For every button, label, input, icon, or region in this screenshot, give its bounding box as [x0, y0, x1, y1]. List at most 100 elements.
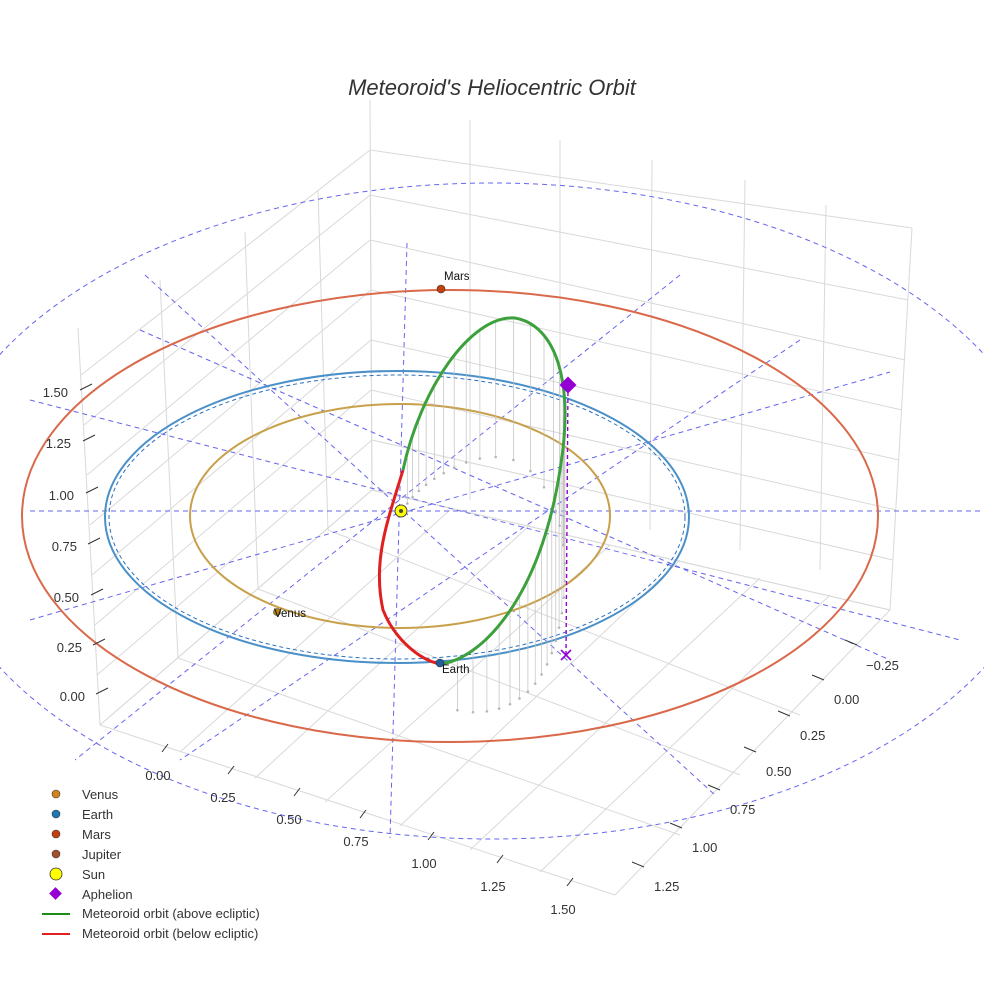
projection-point [558, 524, 561, 528]
x-axis: 0.00 0.25 0.50 0.75 1.00 1.25 1.50 [145, 743, 576, 917]
grid-line [739, 179, 746, 551]
y-tick-label: 1.25 [654, 879, 679, 894]
x-tick-mark [227, 765, 235, 775]
projection-point [526, 690, 530, 693]
projection-lines [405, 317, 567, 714]
venus-marker [273, 608, 281, 616]
z-tick-label: 0.50 [54, 590, 79, 605]
ecliptic-reference-lines [29, 242, 984, 839]
legend-mars-symbol [51, 829, 61, 839]
z-axis: 1.50 1.25 1.00 0.75 0.50 0.25 0.00 [43, 383, 109, 704]
legend-venus-symbol [51, 789, 61, 799]
grid-line [94, 389, 372, 626]
reference-line [29, 399, 961, 641]
reference-line [139, 329, 891, 661]
grid-line [99, 724, 616, 896]
grid-line [179, 509, 451, 753]
legend-aphelion-symbol [49, 887, 62, 900]
legend-item-mars[interactable]: Mars [51, 827, 111, 842]
earth-orbit [104, 370, 690, 664]
legend-item-sun[interactable]: Sun [49, 867, 105, 882]
legend-item-earth[interactable]: Earth [51, 807, 113, 822]
projection-point [518, 697, 521, 700]
x-tick-mark [566, 877, 574, 887]
y-tick-label: −0.25 [866, 658, 899, 673]
z-tick-mark [82, 434, 96, 442]
projection-point [545, 663, 549, 666]
x-tick-mark [496, 854, 504, 864]
x-tick-mark [293, 787, 301, 797]
legend-item-venus[interactable]: Venus [51, 787, 119, 802]
meteoroid-orbit-above [401, 316, 567, 666]
grid-line [327, 529, 801, 716]
mars-label: Mars [444, 271, 470, 283]
reference-line [144, 274, 716, 796]
legend-item-aphelion[interactable]: Aphelion [49, 887, 133, 902]
z-tick-label: 1.25 [46, 436, 71, 451]
z-tick-label: 1.50 [43, 385, 68, 400]
earth-label: Earth [442, 664, 470, 676]
legend-earth-symbol [51, 809, 61, 819]
grid-line [399, 559, 681, 827]
grid-line [649, 159, 653, 531]
grid-line [83, 194, 371, 426]
z-tick-mark [87, 537, 101, 545]
projection-point [542, 485, 546, 489]
aphelion-projection-marker [560, 649, 572, 661]
grid-line [86, 239, 371, 476]
projection-point [471, 710, 475, 714]
legend-item-orbit-below[interactable]: Meteoroid orbit (below ecliptic) [42, 926, 258, 941]
earth-marker [435, 658, 445, 668]
legend-label: Venus [82, 787, 119, 802]
projection-point [554, 639, 558, 643]
grid-line [317, 189, 329, 531]
legend-label: Sun [82, 867, 105, 882]
projection-point [561, 543, 565, 547]
legend-item-orbit-above[interactable]: Meteoroid orbit (above ecliptic) [42, 906, 260, 921]
projection-point [563, 579, 567, 583]
x-tick-label: 0.75 [343, 834, 368, 849]
meteoroid-orbit-below [377, 469, 441, 666]
x-tick-label: 1.50 [550, 902, 575, 917]
y-tick-label: 0.50 [766, 764, 791, 779]
legend-label: Jupiter [82, 847, 122, 862]
grid-line [177, 657, 681, 836]
legend: Venus Earth Mars Jupiter Sun Aphelion Me… [42, 787, 260, 941]
projection-point [529, 469, 532, 473]
legend-item-jupiter[interactable]: Jupiter [51, 847, 122, 862]
projection-point [417, 489, 421, 493]
y-tick-label: 1.00 [692, 840, 717, 855]
grid-line [369, 239, 906, 361]
grid-line [614, 609, 891, 896]
venus-orbit [189, 403, 611, 629]
grid-line [371, 439, 894, 561]
grid-line [159, 279, 179, 659]
z-tick-mark [79, 383, 93, 391]
legend-label: Aphelion [82, 887, 133, 902]
z-tick-label: 0.75 [52, 539, 77, 554]
projection-point [557, 626, 561, 629]
x-tick-label: 0.00 [145, 768, 170, 783]
projection-point [432, 477, 436, 481]
x-tick-label: 0.50 [276, 812, 301, 827]
grid-line [369, 149, 913, 229]
projection-point [456, 708, 459, 712]
y-tick-mark [844, 639, 858, 646]
legend-label: Earth [82, 807, 113, 822]
grid-line [370, 339, 900, 461]
grid-line [89, 289, 372, 526]
aphelion-marker [559, 376, 577, 394]
earth-orbit-reference [108, 374, 686, 660]
grid [77, 99, 913, 896]
aphelion-dropline [565, 384, 569, 656]
legend-label: Mars [82, 827, 111, 842]
grid-line [96, 439, 373, 676]
legend-sun-symbol [49, 867, 63, 881]
legend-jupiter-symbol [51, 849, 61, 859]
grid-line [371, 489, 891, 611]
y-tick-label: 0.75 [730, 802, 755, 817]
grid-line [369, 194, 909, 301]
mars-orbit [21, 289, 879, 743]
z-tick-mark [85, 486, 99, 494]
y-tick-mark [707, 784, 721, 791]
